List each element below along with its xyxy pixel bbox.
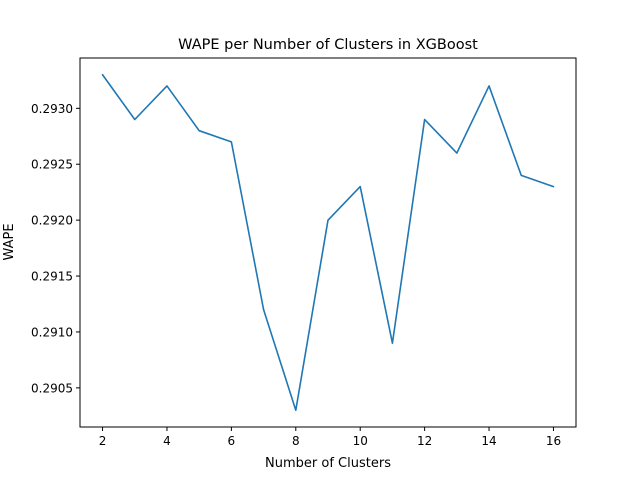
data-point	[327, 219, 329, 221]
y-tick-label: 0.2905	[31, 381, 73, 395]
x-tick-label: 10	[353, 434, 368, 448]
data-point	[520, 174, 522, 177]
y-axis-label: WAPE	[2, 223, 17, 260]
data-point	[424, 118, 426, 121]
y-tick-label: 0.2915	[31, 270, 73, 284]
data-point	[488, 85, 490, 87]
y-tick-label: 0.2920	[31, 214, 73, 228]
x-axis-ticks: 2 4 6 8 10 12 14 16	[99, 427, 561, 448]
x-axis-label: Number of Clusters	[265, 456, 391, 471]
x-tick-label: 2	[99, 434, 107, 448]
chart-title: WAPE per Number of Clusters in XGBoost	[178, 37, 478, 53]
data-point	[101, 74, 104, 76]
x-tick-label: 8	[292, 434, 300, 448]
data-point	[262, 308, 265, 311]
y-axis-ticks: 0.2905 0.2910 0.2915 0.2920 0.2925 0.2930	[31, 102, 80, 395]
axes-frame	[79, 57, 577, 428]
data-point	[198, 130, 200, 132]
y-tick-label: 0.2910	[31, 325, 73, 339]
data-point	[552, 185, 555, 188]
x-tick-label: 6	[228, 434, 236, 448]
y-tick-label: 0.2930	[31, 102, 73, 116]
data-point	[456, 152, 458, 154]
data-point	[359, 185, 361, 188]
y-tick-label: 0.2925	[31, 158, 73, 172]
plot-layer	[101, 73, 555, 412]
x-tick-label: 14	[481, 434, 496, 448]
data-point	[295, 409, 297, 411]
x-tick-label: 16	[546, 434, 561, 448]
x-tick-label: 12	[417, 434, 432, 448]
data-point	[134, 118, 136, 121]
data-point	[391, 342, 394, 344]
data-point	[230, 141, 232, 143]
data-point	[166, 85, 168, 87]
x-tick-label: 4	[163, 434, 171, 448]
